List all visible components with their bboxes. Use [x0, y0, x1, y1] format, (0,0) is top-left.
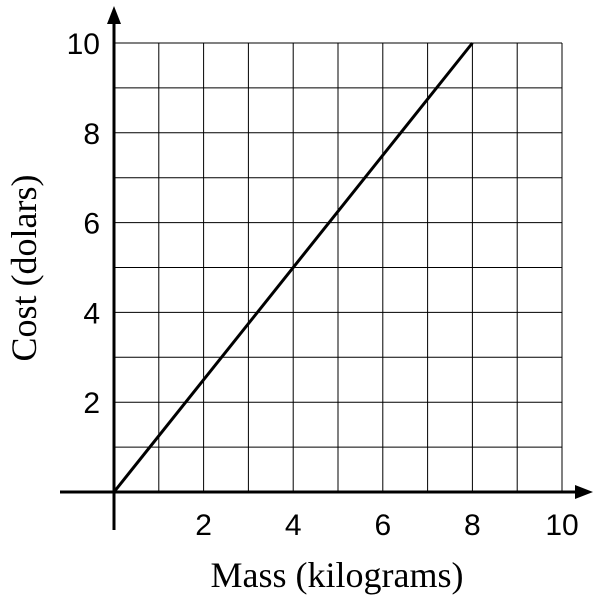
x-tick-label: 4: [285, 509, 302, 542]
x-axis-arrow: [575, 485, 593, 499]
y-tick-labels: 2 4 6 8 10: [67, 28, 100, 420]
series-line: [112, 42, 474, 493]
series-group: [112, 42, 474, 493]
x-tick-label: 8: [464, 509, 481, 542]
y-tick-label: 10: [67, 28, 100, 61]
y-tick-label: 2: [83, 387, 100, 420]
y-axis-label: Cost (dolars): [4, 175, 44, 362]
x-tick-labels: 2 4 6 8 10: [195, 509, 578, 542]
y-tick-label: 4: [83, 297, 100, 330]
x-axis-label: Mass (kilograms): [211, 555, 464, 595]
y-axis-arrow: [107, 6, 121, 24]
grid: [114, 42, 563, 492]
axes: [60, 6, 593, 530]
x-tick-label: 10: [545, 509, 578, 542]
x-tick-label: 6: [374, 509, 391, 542]
x-tick-label: 2: [195, 509, 212, 542]
y-tick-label: 6: [83, 208, 100, 241]
y-tick-label: 8: [83, 118, 100, 151]
